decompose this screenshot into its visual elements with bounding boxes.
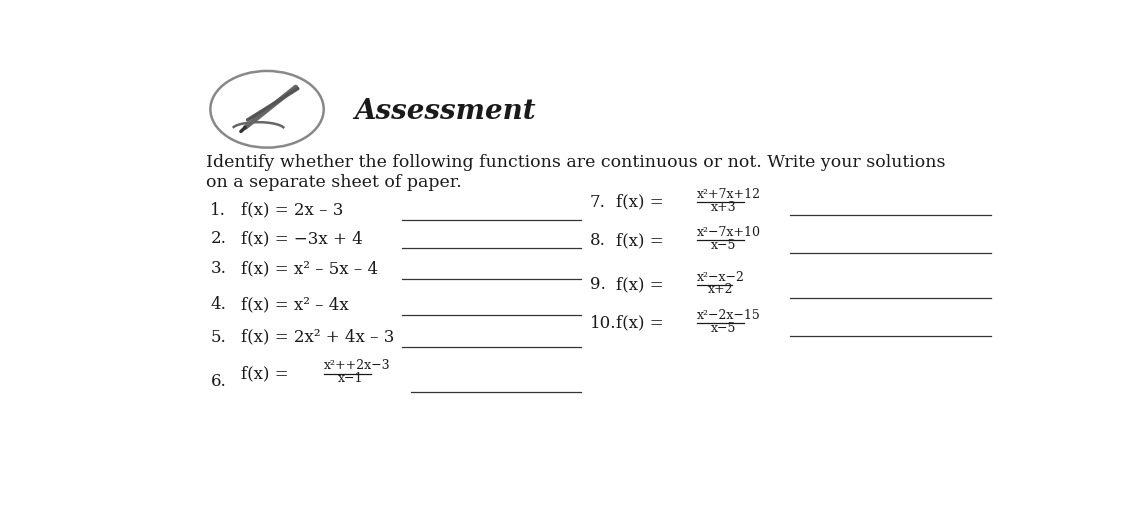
Text: 6.: 6. <box>210 373 226 390</box>
Text: f(x) = −3x + 4: f(x) = −3x + 4 <box>241 230 362 247</box>
Text: x²−2x−15: x²−2x−15 <box>696 309 760 322</box>
Text: f(x) = 2x – 3: f(x) = 2x – 3 <box>241 202 343 219</box>
Text: 8.: 8. <box>590 232 605 249</box>
Text: x−5: x−5 <box>711 322 737 335</box>
Text: f(x) =: f(x) = <box>615 193 664 211</box>
Text: 9.: 9. <box>590 276 605 293</box>
Text: 10.: 10. <box>590 314 616 332</box>
Text: x²+7x+12: x²+7x+12 <box>696 188 760 201</box>
Text: Identify whether the following functions are continuous or not. Write your solut: Identify whether the following functions… <box>206 154 945 171</box>
Text: 2.: 2. <box>210 230 226 247</box>
Text: x²++2x−3: x²++2x−3 <box>324 359 390 373</box>
Text: 5.: 5. <box>210 329 226 346</box>
Text: x+2: x+2 <box>708 283 734 297</box>
Text: x−5: x−5 <box>711 239 737 252</box>
Text: f(x) = 2x² + 4x – 3: f(x) = 2x² + 4x – 3 <box>241 329 394 346</box>
Text: f(x) =: f(x) = <box>615 314 664 332</box>
Text: x+3: x+3 <box>711 201 737 214</box>
Text: f(x) =: f(x) = <box>241 365 288 382</box>
Text: x²−7x+10: x²−7x+10 <box>696 226 760 239</box>
Text: x²−x−2: x²−x−2 <box>696 270 745 283</box>
Text: 3.: 3. <box>210 260 226 277</box>
Text: Assessment: Assessment <box>354 98 536 125</box>
Text: x−1: x−1 <box>338 372 363 385</box>
Text: f(x) = x² – 5x – 4: f(x) = x² – 5x – 4 <box>241 260 378 277</box>
Text: f(x) = x² – 4x: f(x) = x² – 4x <box>241 297 349 313</box>
Text: 1.: 1. <box>210 202 226 219</box>
Text: 7.: 7. <box>590 193 605 211</box>
Text: on a separate sheet of paper.: on a separate sheet of paper. <box>206 174 461 191</box>
Text: 4.: 4. <box>210 297 226 313</box>
Text: f(x) =: f(x) = <box>615 232 664 249</box>
Text: f(x) =: f(x) = <box>615 276 664 293</box>
